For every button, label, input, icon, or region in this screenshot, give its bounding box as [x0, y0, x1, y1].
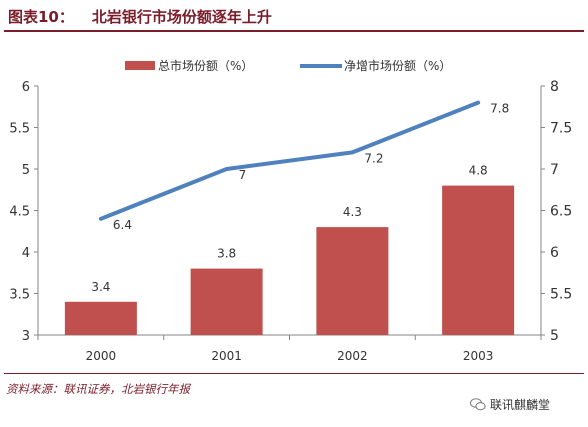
y-left-tick-label: 4: [22, 246, 30, 261]
x-tick-label: 2003: [463, 349, 494, 363]
bar-2002: [316, 227, 389, 335]
source-divider: [4, 373, 584, 374]
y-right-tick-label: 5.5: [550, 287, 572, 303]
line-point-2003: [476, 101, 480, 105]
y-right-tick-label: 7: [550, 162, 559, 178]
legend-swatch-bar: [125, 61, 155, 70]
y-left-tick-label: 4.5: [9, 205, 30, 220]
watermark: 联讯麒麟堂: [470, 396, 550, 413]
legend-label-line: 净增市场份额（%）: [344, 58, 451, 73]
line-data-label: 7.8: [490, 102, 509, 116]
x-tick-label: 2001: [211, 349, 242, 363]
source-note: 资料来源：联讯证券，北岩银行年报: [6, 382, 190, 396]
x-tick-label: 2002: [337, 349, 368, 363]
title-divider: [4, 30, 584, 32]
bar-2001: [190, 268, 263, 335]
figure-title-block: 图表10： 北岩银行市场份额逐年上升: [8, 6, 272, 27]
line-point-2001: [225, 167, 229, 171]
line-data-label: 6.4: [113, 218, 132, 232]
bar-data-label: 4.8: [469, 164, 488, 178]
line-point-2000: [99, 217, 103, 221]
bar-data-label: 3.8: [217, 247, 236, 261]
y-right-tick-label: 8: [550, 79, 559, 95]
line-data-label: 7.2: [364, 151, 383, 165]
x-tick-label: 2000: [86, 349, 117, 363]
y-left-tick-label: 5.5: [9, 122, 30, 137]
y-left-tick-label: 3.5: [9, 288, 30, 303]
combo-chart: 3 3.5 4 4.5 5 5.5 6 5 5.5 6 6.5 7 7.5 8 2000 2001 2002 20…: [9, 58, 572, 363]
y-left-tick-label: 5: [22, 163, 30, 178]
wechat-icon: [470, 398, 486, 411]
bar-data-label: 4.3: [343, 205, 362, 219]
line-data-label: 7: [239, 168, 247, 182]
bar-2003: [442, 185, 515, 335]
line-point-2002: [350, 150, 354, 154]
figure-label: 图表10：: [8, 8, 74, 26]
y-left-tick-label: 6: [22, 80, 30, 95]
y-right-tick-label: 6.5: [550, 204, 572, 220]
bar-data-label: 3.4: [91, 280, 110, 294]
legend-label-bar: 总市场份额（%）: [158, 58, 253, 73]
line-series: [98, 100, 481, 221]
watermark-text: 联讯麒麟堂: [490, 398, 551, 412]
bar-2000: [64, 301, 137, 335]
figure-title: 北岩银行市场份额逐年上升: [91, 8, 272, 26]
y-right-tick-label: 5: [550, 328, 559, 344]
y-right-tick-label: 7.5: [550, 121, 572, 137]
y-right-tick-label: 6: [550, 245, 559, 261]
y-left-tick-label: 3: [22, 329, 30, 344]
